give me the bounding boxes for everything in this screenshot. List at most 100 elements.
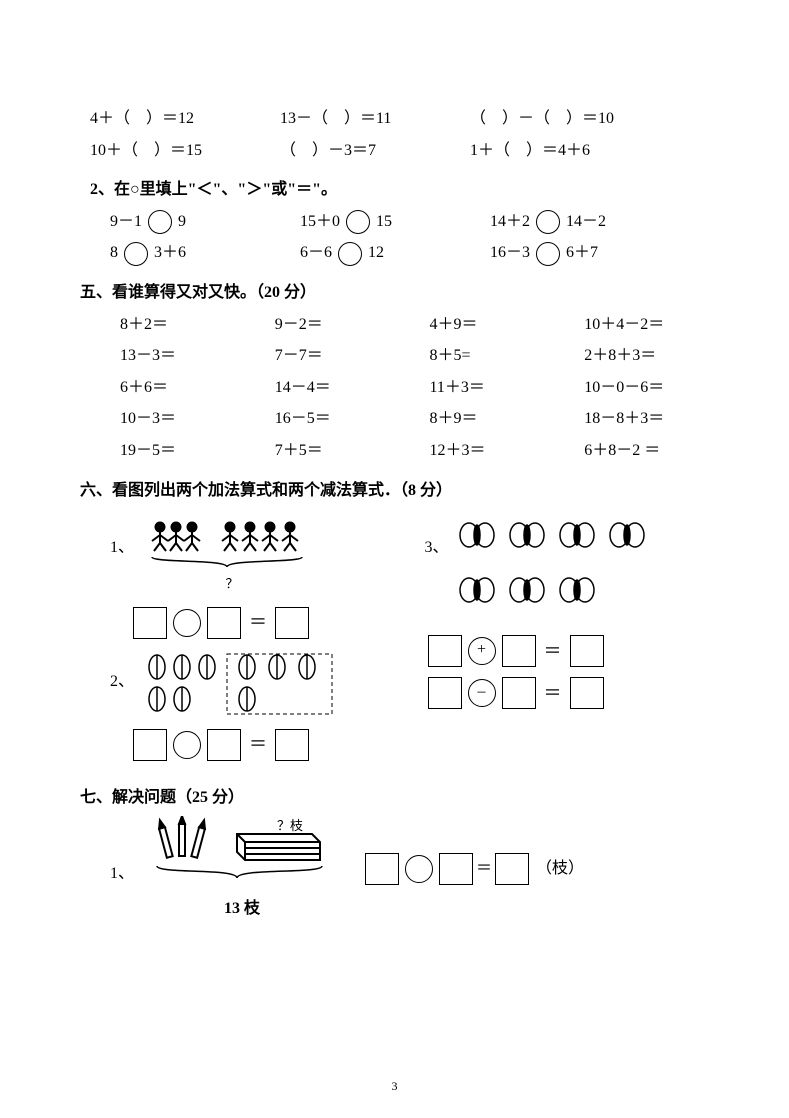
children-bracket-icon — [142, 515, 322, 575]
q1-question-mark: ？ — [226, 576, 239, 591]
sec5-row: 6＋6＝14－4＝11＋3＝10－0－6＝ — [120, 375, 709, 401]
q2-label: 2、 — [110, 649, 134, 695]
q7-1-label: 1、 — [110, 851, 134, 887]
cmp-2-1: 8 3＋6 — [110, 240, 270, 266]
q2-equation: ＝ — [130, 729, 395, 761]
blank-box — [207, 607, 241, 639]
q1-equation: ＝ — [130, 607, 395, 639]
q3-equation-sub: – ＝ — [425, 677, 710, 709]
q1-label: 1、 — [110, 515, 134, 561]
sec6-right-col: 3、 — [395, 509, 710, 771]
blank-box — [133, 729, 167, 761]
cmp-2-2: 6－6 12 — [300, 240, 460, 266]
cmp-1-2: 15＋0 15 — [300, 209, 460, 235]
q7-1-total: 13 枝 — [142, 896, 342, 922]
lhs: 16－3 — [490, 244, 530, 261]
q2-picture — [142, 649, 342, 719]
cmp-1-1: 9－1 9 — [110, 209, 270, 235]
sec5-grid: 8＋2＝9－2＝4＋9＝10＋4－2＝13－3＝7－7＝8＋5=2＋8＋3＝6＋… — [110, 312, 709, 464]
calc-cell: 7－7＝ — [275, 343, 400, 369]
compare-circle — [536, 210, 560, 234]
rhs: 14－2 — [566, 213, 606, 230]
compare-circle — [338, 242, 362, 266]
rhs: 3＋6 — [154, 244, 186, 261]
calc-cell: 13－3＝ — [120, 343, 245, 369]
calc-cell: 6＋8－2 ＝ — [584, 438, 709, 464]
sec2-heading: 2、在○里填上"＜"、"＞"或"＝"。 — [90, 177, 709, 203]
fill-2-2: （ ）－3＝7 — [280, 138, 440, 164]
fill-1-2: 13－（ ）＝11 — [280, 106, 440, 132]
q1-picture: ？ — [142, 515, 322, 597]
q7-1-picture: ？枝 13 枝 — [142, 816, 342, 922]
q7-1-unit: （枝） — [536, 856, 584, 882]
calc-cell: 11＋3＝ — [430, 375, 555, 401]
fill-2-3: 1＋（ ）＝4＋6 — [470, 138, 630, 164]
sec5-row: 10－3＝16－5＝8＋9＝18－8＋3＝ — [120, 406, 709, 432]
calc-cell: 4＋9＝ — [430, 312, 555, 338]
equals-sign: ＝ — [249, 608, 267, 637]
compare-circle — [536, 242, 560, 266]
calc-cell: 8＋5= — [430, 343, 555, 369]
blank-box — [428, 635, 462, 667]
q7-1-equation: ＝ （枝） — [362, 853, 584, 885]
fill-1-1: 4＋（ ）＝12 — [90, 106, 250, 132]
page: 4＋（ ）＝12 13－（ ）＝11 （ ）－（ ）＝10 10＋（ ）＝15 … — [0, 0, 789, 1118]
calc-cell: 18－8＋3＝ — [584, 406, 709, 432]
sec2-row2: 8 3＋6 6－6 12 16－3 6＋7 — [110, 240, 709, 266]
calc-cell: 9－2＝ — [275, 312, 400, 338]
calc-cell: 19－5＝ — [120, 438, 245, 464]
equals-sign: ＝ — [249, 730, 267, 759]
calc-cell: 14－4＝ — [275, 375, 400, 401]
q3-picture — [457, 515, 677, 625]
blank-box — [502, 635, 536, 667]
rhs: 6＋7 — [566, 244, 598, 261]
q3-label: 3、 — [425, 515, 449, 561]
leaves-icon — [142, 649, 342, 719]
op-circle-plus: + — [468, 637, 496, 665]
blank-box — [207, 729, 241, 761]
compare-circle — [346, 210, 370, 234]
blank-box — [495, 853, 529, 885]
equals-sign: ＝ — [544, 637, 562, 666]
lhs: 8 — [110, 244, 118, 261]
blank-box — [439, 853, 473, 885]
rhs: 9 — [178, 213, 186, 230]
blank-box — [275, 729, 309, 761]
lhs: 9－1 — [110, 213, 142, 230]
sec5-row: 13－3＝7－7＝8＋5=2＋8＋3＝ — [120, 343, 709, 369]
calc-cell: 16－5＝ — [275, 406, 400, 432]
fill-1-3: （ ）－（ ）＝10 — [470, 106, 630, 132]
blank-box — [502, 677, 536, 709]
sec6-q2: 2、 — [110, 649, 395, 719]
sec6-q3: 3、 — [425, 515, 710, 625]
sec7-heading: 七、解决问题（25 分） — [80, 785, 709, 811]
sec2-row1: 9－1 9 15＋0 15 14＋2 14－2 — [110, 209, 709, 235]
calc-cell: 8＋2＝ — [120, 312, 245, 338]
sec5-row: 8＋2＝ 9－2＝ 4＋9＝ 10＋4－2＝ — [120, 312, 709, 338]
unknown-label-svg: ？枝 — [277, 818, 303, 833]
calc-cell: 7＋5＝ — [275, 438, 400, 464]
rhs: 15 — [376, 213, 392, 230]
calc-cell: 10＋4－2＝ — [584, 312, 709, 338]
sec5-heading: 五、看谁算得又对又快。（20 分） — [80, 280, 709, 306]
sec7-q1: 1、 ？枝 — [110, 816, 709, 922]
blank-box — [365, 853, 399, 885]
pencils-box-icon: ？枝 — [142, 816, 342, 896]
compare-circle — [148, 210, 172, 234]
op-circle — [405, 855, 433, 883]
op-circle — [173, 609, 201, 637]
sec6-heading: 六、看图列出两个加法算式和两个减法算式．（8 分） — [80, 478, 709, 504]
sec6-left-col: 1、 — [80, 509, 395, 771]
blank-box — [275, 607, 309, 639]
lhs: 14＋2 — [490, 213, 530, 230]
sec6-q1: 1、 — [110, 515, 395, 597]
page-number: 3 — [0, 1077, 789, 1096]
butterflies-icon — [457, 515, 677, 625]
fill-line-1: 4＋（ ）＝12 13－（ ）＝11 （ ）－（ ）＝10 — [90, 106, 709, 132]
compare-circle — [124, 242, 148, 266]
cmp-1-3: 14＋2 14－2 — [490, 209, 650, 235]
lhs: 15＋0 — [300, 213, 340, 230]
q3-equation-add: + ＝ — [425, 635, 710, 667]
blank-box — [133, 607, 167, 639]
op-circle-minus: – — [468, 679, 496, 707]
